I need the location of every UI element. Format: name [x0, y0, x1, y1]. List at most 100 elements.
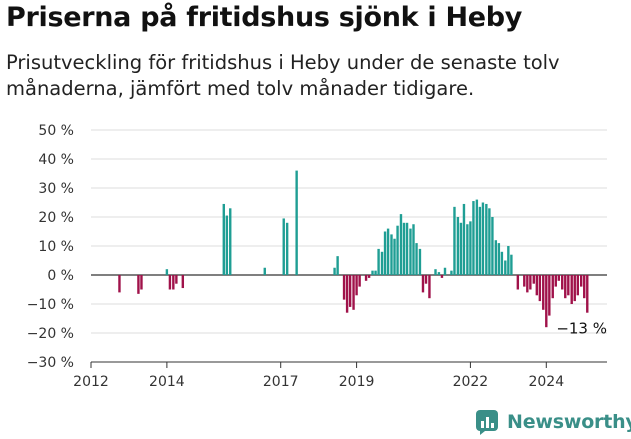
y-tick-label: 20 % — [38, 210, 74, 226]
y-tick-label: −10 % — [27, 297, 74, 313]
chart-title: Priserna på fritidshus sjönk i Heby — [6, 2, 523, 33]
bar — [402, 222, 406, 275]
y-tick-label: 0 % — [47, 268, 74, 284]
bar — [453, 206, 456, 275]
bar — [462, 203, 466, 275]
bar — [440, 275, 444, 278]
bar — [456, 217, 460, 275]
bar — [415, 243, 418, 275]
bar — [371, 270, 374, 275]
axis-layer: −30 % −20 % −10 % 0 % 10 % 20 % 30 % 40 % 50 % 20… — [27, 123, 607, 390]
bar — [165, 269, 169, 275]
bar — [580, 275, 583, 287]
x-tick-label: 2017 — [263, 374, 299, 390]
bar — [424, 275, 428, 284]
bar — [295, 170, 298, 275]
bar — [380, 251, 384, 275]
bar — [459, 222, 463, 275]
bar — [282, 218, 285, 275]
x-tick-label: 2012 — [73, 374, 109, 390]
bar — [225, 215, 229, 275]
bar — [529, 275, 532, 290]
bar — [172, 275, 175, 290]
bar — [367, 275, 371, 278]
bar — [358, 275, 361, 287]
bar — [573, 275, 576, 302]
bar — [355, 275, 358, 296]
newsworthy-chart-logo-icon — [476, 410, 498, 435]
bar — [564, 275, 567, 299]
bar — [466, 224, 469, 275]
x-tick-label: 2019 — [339, 374, 375, 390]
bar — [383, 231, 387, 275]
bar — [500, 251, 504, 275]
bar — [348, 275, 352, 307]
bar — [567, 275, 570, 296]
bar — [554, 275, 557, 287]
bar — [532, 275, 535, 284]
latest-value-label: −13 % — [556, 320, 607, 338]
bar — [516, 275, 520, 290]
bar — [421, 275, 425, 293]
bar — [175, 275, 178, 284]
bar — [181, 275, 185, 289]
y-tick-label: 30 % — [38, 181, 74, 197]
y-tick-label: 50 % — [38, 123, 74, 139]
bar — [393, 238, 396, 275]
bar — [352, 275, 355, 310]
bar-layer — [118, 170, 589, 328]
bar — [263, 267, 266, 275]
bar — [538, 275, 542, 302]
bar — [137, 275, 140, 294]
bar — [222, 203, 225, 275]
bar — [545, 275, 548, 328]
bar — [542, 275, 545, 310]
bar — [523, 275, 526, 287]
bar — [551, 275, 554, 299]
bar — [478, 206, 482, 275]
bar — [469, 221, 472, 275]
bar — [399, 214, 403, 275]
bar — [443, 267, 447, 275]
brand-name: Newsworthy — [507, 411, 631, 433]
y-tick-label: −20 % — [27, 326, 74, 342]
bar — [405, 222, 409, 275]
brand-logo[interactable]: Newsworthy — [475, 408, 631, 436]
bar — [229, 208, 232, 275]
bar — [434, 269, 437, 275]
bar — [491, 217, 494, 275]
bar — [472, 201, 475, 275]
bar — [583, 275, 586, 299]
x-tick-label: 2022 — [453, 374, 489, 390]
bar — [168, 275, 172, 290]
bar — [497, 243, 501, 275]
bar — [586, 275, 589, 313]
y-tick-label: 10 % — [38, 239, 74, 255]
bar — [336, 256, 339, 275]
chart-subtitle: Prisutveckling för fritidshus i Heby und… — [6, 51, 560, 100]
y-tick-label: −30 % — [27, 355, 74, 371]
bar — [485, 203, 488, 275]
x-tick-label: 2014 — [149, 374, 185, 390]
bar — [450, 270, 453, 275]
bar — [557, 275, 561, 281]
bar — [561, 275, 564, 290]
bar — [396, 225, 399, 275]
bar — [504, 260, 507, 275]
bar — [507, 246, 510, 275]
bar — [526, 275, 529, 293]
bar — [576, 275, 579, 296]
grid-layer — [91, 129, 607, 363]
bar — [475, 199, 479, 275]
bar — [570, 275, 573, 304]
bar — [510, 254, 513, 275]
bar — [342, 275, 346, 300]
bar — [481, 202, 485, 275]
bar — [374, 270, 377, 275]
x-tick-label: 2024 — [528, 374, 564, 390]
bar — [140, 275, 143, 290]
bar — [285, 222, 289, 275]
bar — [386, 228, 390, 275]
bar — [437, 272, 441, 275]
